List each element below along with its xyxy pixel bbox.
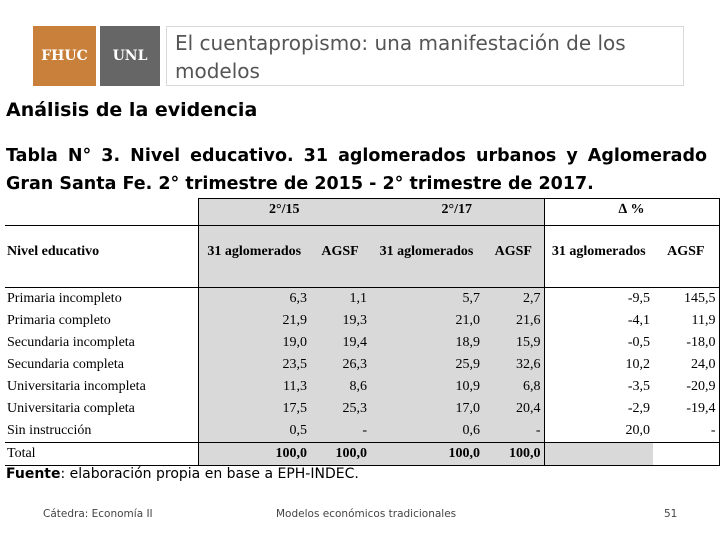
cell-value: 21,9 — [197, 310, 310, 332]
row-label: Primaria incompleto — [7, 291, 122, 306]
source-note: Fuente: elaboración propia en base a EPH… — [6, 466, 359, 482]
period-header-2015: 2°/15 — [197, 198, 370, 220]
cell-value: 24,0 — [653, 354, 720, 376]
cell-value: -3,5 — [543, 376, 653, 398]
cell-value: 10,2 — [543, 354, 653, 376]
cell-value: -20,9 — [653, 376, 720, 398]
cell-value: 0,6 — [370, 420, 483, 443]
period-header-2017: 2°/17 — [370, 198, 544, 220]
cell-value: 8,6 — [310, 376, 370, 398]
table-row: Sin instrucción 0,5 - 0,6 - 20,0 - — [5, 420, 720, 443]
row-label: Sin instrucción — [7, 423, 92, 438]
col-header: 31 aglomerados — [370, 225, 483, 276]
col-header: AGSF — [483, 225, 544, 276]
table-row: Universitaria incompleta 11,3 8,6 10,9 6… — [5, 376, 720, 398]
cell-value: - — [310, 420, 370, 443]
logo: FHUC UNL — [33, 26, 160, 86]
cell-value: 19,0 — [197, 332, 310, 354]
slide-title: El cuentapropismo: una manifestación de … — [175, 31, 626, 83]
footer-topic: Modelos económicos tradicionales — [276, 508, 457, 520]
caption-line-2: Gran Santa Fe. 2° trimestre de 2015 - 2°… — [6, 174, 594, 194]
total-value: 100,0 — [197, 442, 310, 466]
cell-value: 2,7 — [483, 287, 544, 310]
cell-value: 11,9 — [653, 310, 720, 332]
row-label: Universitaria incompleta — [7, 379, 146, 394]
source-text: : elaboración propia en base a EPH-INDEC… — [60, 466, 359, 482]
cell-value: 19,3 — [310, 310, 370, 332]
cell-value: 18,9 — [370, 332, 483, 354]
caption-line-1: Tabla N° 3. Nivel educativo. 31 aglomera… — [6, 146, 707, 166]
table-row: Secundaria incompleta 19,0 19,4 18,9 15,… — [5, 332, 720, 354]
cell-value: 11,3 — [197, 376, 310, 398]
cell-value: 6,8 — [483, 376, 544, 398]
cell-value: - — [653, 420, 720, 443]
col-header: 31 aglomerados — [543, 225, 653, 276]
row-label: Secundaria incompleta — [7, 335, 135, 350]
cell-value: -4,1 — [543, 310, 653, 332]
table-row: Primaria completo 21,9 19,3 21,0 21,6 -4… — [5, 310, 720, 332]
table-row: Secundaria completa 23,5 26,3 25,9 32,6 … — [5, 354, 720, 376]
cell-value: 1,1 — [310, 287, 370, 310]
cell-value: 19,4 — [310, 332, 370, 354]
cell-value: 20,0 — [543, 420, 653, 443]
cell-value: - — [483, 420, 544, 443]
cell-value: 21,0 — [370, 310, 483, 332]
cell-value: 5,7 — [370, 287, 483, 310]
col-header: 31 aglomerados — [197, 225, 310, 276]
cell-value: 0,5 — [197, 420, 310, 443]
cell-value: -18,0 — [653, 332, 720, 354]
cell-value: -2,9 — [543, 398, 653, 420]
total-value: 100,0 — [370, 442, 483, 466]
page-number: 51 — [664, 508, 678, 520]
row-label: Primaria completo — [7, 313, 111, 328]
data-table: 2°/15 2°/17 ∆ % Nivel educativo 31 aglom… — [5, 198, 720, 466]
cell-value: -9,5 — [543, 287, 653, 310]
cell-value: 20,4 — [483, 398, 544, 420]
logo-unl: UNL — [100, 26, 160, 86]
cell-value: 17,0 — [370, 398, 483, 420]
total-value — [543, 442, 653, 466]
cell-value: 25,3 — [310, 398, 370, 420]
cell-value: 15,9 — [483, 332, 544, 354]
section-title: Análisis de la evidencia — [6, 99, 258, 121]
cell-value: 26,3 — [310, 354, 370, 376]
row-header: Nivel educativo — [7, 243, 100, 259]
table-row: Universitaria completa 17,5 25,3 17,0 20… — [5, 398, 720, 420]
cell-value: 145,5 — [653, 287, 720, 310]
total-value — [653, 442, 720, 466]
row-label: Universitaria completa — [7, 401, 135, 416]
cell-value: 17,5 — [197, 398, 310, 420]
cell-value: 32,6 — [483, 354, 544, 376]
cell-value: -0,5 — [543, 332, 653, 354]
total-value: 100,0 — [483, 442, 544, 466]
cell-value: 6,3 — [197, 287, 310, 310]
slide-title-box: El cuentapropismo: una manifestación de … — [166, 26, 684, 86]
total-row: Total 100,0 100,0 100,0 100,0 — [5, 442, 720, 466]
footer-course: Cátedra: Economía II — [43, 508, 153, 520]
cell-value: 23,5 — [197, 354, 310, 376]
cell-value: 25,9 — [370, 354, 483, 376]
logo-fhuc: FHUC — [33, 26, 96, 86]
cell-value: 10,9 — [370, 376, 483, 398]
total-label: Total — [5, 442, 198, 466]
cell-value: -19,4 — [653, 398, 720, 420]
total-value: 100,0 — [310, 442, 370, 466]
table-caption: Tabla N° 3. Nivel educativo. 31 aglomera… — [6, 142, 707, 198]
cell-value: 21,6 — [483, 310, 544, 332]
col-header: AGSF — [310, 225, 370, 276]
table-row: Primaria incompleto 6,3 1,1 5,7 2,7 -9,5… — [5, 287, 720, 310]
period-header-delta: ∆ % — [543, 198, 720, 220]
data-table-container: 2°/15 2°/17 ∆ % Nivel educativo 31 aglom… — [5, 198, 720, 466]
col-header: AGSF — [653, 225, 720, 276]
source-label: Fuente — [6, 466, 61, 482]
row-label: Secundaria completa — [7, 357, 125, 372]
